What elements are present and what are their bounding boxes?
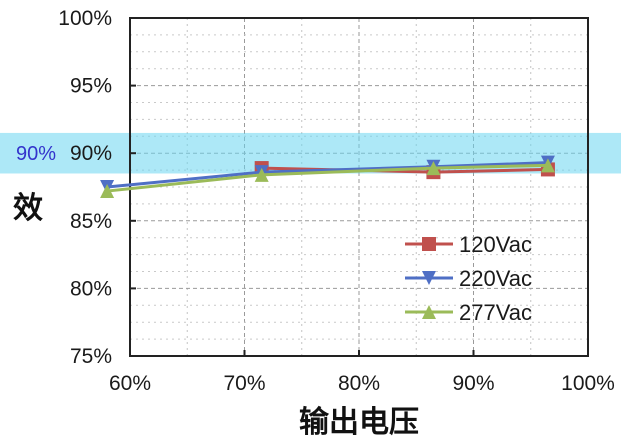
legend-label-220vac: 220Vac <box>459 266 532 291</box>
data-point-277vac <box>540 158 555 173</box>
y-tick-label: 85% <box>70 210 112 233</box>
legend: 120Vac 220Vac 277Vac <box>405 232 532 325</box>
data-point-277vac <box>254 167 269 182</box>
legend-marker-277vac <box>422 305 436 319</box>
y-tick-label: 75% <box>70 345 112 368</box>
y-tick-label: 100% <box>58 7 112 30</box>
legend-marker-120vac <box>422 237 436 251</box>
y-tick-label: 80% <box>70 277 112 300</box>
x-tick-label: 90% <box>452 372 494 395</box>
y-tick-label: 95% <box>70 75 112 98</box>
legend-marker-220vac <box>422 271 436 285</box>
x-tick-label: 100% <box>561 372 615 395</box>
data-point-277vac <box>426 161 441 176</box>
data-point-277vac <box>100 184 115 199</box>
y-tick-label: 90% <box>70 142 112 165</box>
series-line-277vac <box>106 163 548 193</box>
series-line-220vac <box>106 161 548 189</box>
y-axis-title: 效 <box>13 191 43 226</box>
x-tick-label: 60% <box>109 372 151 395</box>
series-layer <box>100 155 555 199</box>
band-label: 90% <box>16 143 56 165</box>
x-axis-title: 输出电压 <box>299 405 419 440</box>
x-tick-label: 80% <box>338 372 380 395</box>
legend-label-277vac: 277Vac <box>459 300 532 325</box>
legend-label-120vac: 120Vac <box>459 232 532 257</box>
x-tick-label: 70% <box>223 372 265 395</box>
axis-ticks: 60% 70% 80% 90% 100% 75% 80% 85% 90% 95% 100% <box>58 7 615 395</box>
